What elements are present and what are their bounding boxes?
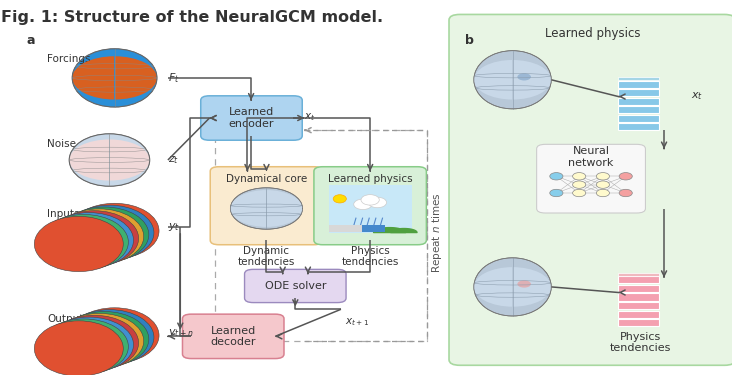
Ellipse shape	[60, 311, 149, 367]
Ellipse shape	[73, 49, 157, 107]
Text: Learned
encoder: Learned encoder	[229, 107, 274, 129]
Bar	[619, 311, 658, 318]
Bar	[619, 106, 658, 113]
Ellipse shape	[40, 214, 128, 270]
Text: Physics
tendencies: Physics tendencies	[342, 246, 399, 267]
FancyBboxPatch shape	[245, 269, 346, 303]
Bar	[619, 294, 658, 300]
Ellipse shape	[69, 134, 150, 186]
Ellipse shape	[474, 258, 551, 316]
Text: Fig. 1: Structure of the NeuralGCM model.: Fig. 1: Structure of the NeuralGCM model…	[1, 10, 383, 24]
Ellipse shape	[73, 49, 157, 107]
Ellipse shape	[55, 209, 144, 264]
Bar	[619, 276, 658, 284]
Ellipse shape	[517, 280, 531, 288]
Text: $x_t$: $x_t$	[691, 91, 704, 103]
Text: Inputs: Inputs	[48, 209, 80, 219]
Ellipse shape	[368, 197, 386, 208]
Ellipse shape	[619, 189, 633, 197]
Ellipse shape	[334, 195, 347, 203]
Text: $z_t$: $z_t$	[168, 154, 179, 166]
Bar	[619, 319, 658, 326]
Text: Learned physics: Learned physics	[545, 27, 641, 39]
Bar	[328, 185, 412, 233]
Ellipse shape	[597, 173, 609, 180]
Ellipse shape	[597, 181, 609, 188]
FancyBboxPatch shape	[314, 167, 427, 245]
Ellipse shape	[45, 212, 133, 268]
Text: Noise: Noise	[48, 139, 76, 149]
Ellipse shape	[572, 173, 586, 180]
Ellipse shape	[70, 203, 159, 259]
Ellipse shape	[50, 315, 139, 370]
Ellipse shape	[34, 321, 123, 376]
Ellipse shape	[55, 313, 144, 369]
Ellipse shape	[45, 317, 133, 372]
Text: ODE solver: ODE solver	[265, 281, 326, 291]
Ellipse shape	[50, 211, 139, 266]
Ellipse shape	[40, 319, 128, 374]
Text: $F_t$: $F_t$	[168, 71, 180, 85]
Bar	[619, 123, 658, 130]
FancyBboxPatch shape	[537, 144, 646, 213]
Ellipse shape	[597, 189, 609, 197]
Text: $y_t$: $y_t$	[168, 221, 180, 233]
Ellipse shape	[517, 73, 531, 80]
FancyBboxPatch shape	[183, 314, 284, 359]
Ellipse shape	[70, 308, 159, 363]
Ellipse shape	[65, 309, 154, 365]
Bar	[619, 285, 658, 292]
Text: $x_t$: $x_t$	[304, 111, 316, 123]
Ellipse shape	[69, 134, 150, 186]
Text: $x_{t+1}$: $x_{t+1}$	[345, 317, 369, 328]
Text: Dynamical core: Dynamical core	[226, 174, 307, 183]
Bar	[619, 89, 658, 96]
Ellipse shape	[361, 195, 379, 205]
FancyBboxPatch shape	[210, 167, 323, 245]
Ellipse shape	[474, 51, 551, 109]
Wedge shape	[73, 56, 157, 100]
Ellipse shape	[34, 216, 123, 271]
Wedge shape	[230, 190, 303, 227]
Ellipse shape	[550, 173, 563, 180]
Wedge shape	[474, 267, 551, 307]
Text: Physics
tendencies: Physics tendencies	[610, 332, 671, 353]
Bar	[619, 97, 658, 105]
Bar	[619, 115, 658, 121]
Bar	[619, 77, 658, 80]
Ellipse shape	[230, 188, 303, 229]
Text: b: b	[465, 34, 474, 47]
Ellipse shape	[65, 205, 154, 261]
Bar	[328, 225, 362, 232]
Ellipse shape	[572, 189, 586, 197]
Wedge shape	[474, 60, 551, 100]
Text: Learned physics: Learned physics	[328, 174, 413, 183]
Text: a: a	[27, 34, 35, 47]
FancyBboxPatch shape	[201, 96, 302, 140]
Text: Forcings: Forcings	[48, 54, 91, 64]
Ellipse shape	[271, 204, 284, 209]
Bar	[619, 302, 658, 309]
Ellipse shape	[60, 207, 149, 262]
Text: Outputs: Outputs	[48, 314, 89, 324]
Bar	[619, 273, 658, 276]
FancyBboxPatch shape	[449, 14, 733, 365]
Bar	[619, 80, 658, 88]
Ellipse shape	[572, 181, 586, 188]
Text: Neural
network: Neural network	[568, 146, 614, 168]
Text: Learned
decoder: Learned decoder	[210, 326, 256, 347]
Text: $y_{t+n}$: $y_{t+n}$	[168, 327, 194, 339]
Ellipse shape	[550, 189, 563, 197]
Ellipse shape	[619, 173, 633, 180]
Wedge shape	[69, 139, 150, 180]
Text: Repeat $n$ times: Repeat $n$ times	[430, 193, 443, 273]
Ellipse shape	[354, 199, 372, 209]
Text: Dynamic
tendencies: Dynamic tendencies	[237, 246, 295, 267]
Bar	[362, 225, 386, 232]
